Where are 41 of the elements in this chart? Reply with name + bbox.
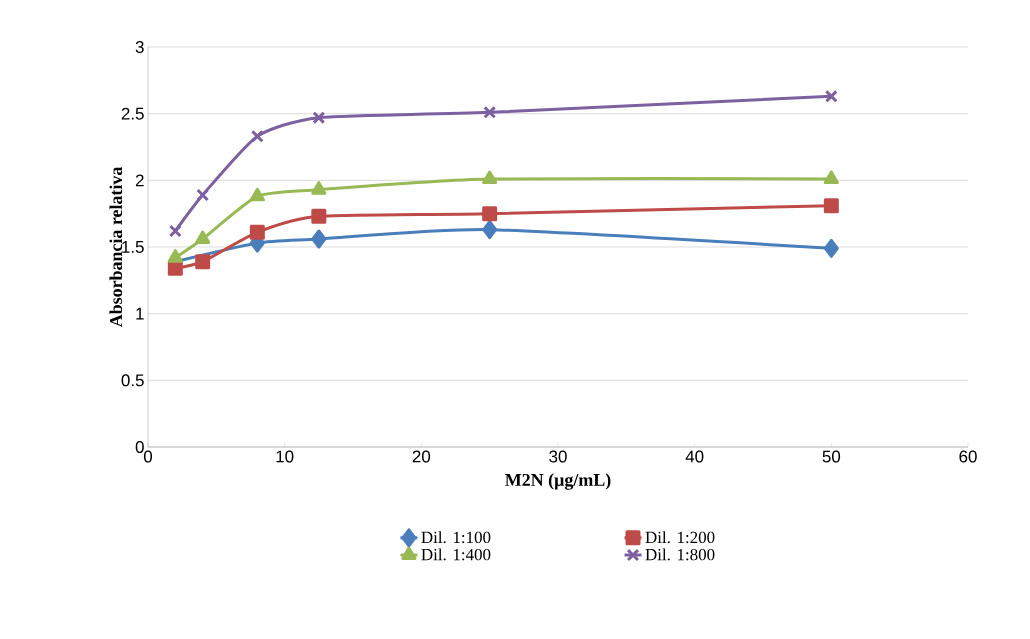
point (195, 230, 211, 244)
legend-label: Dil. 1:200 (645, 531, 715, 544)
y-tick-label: 1.5 (122, 241, 144, 253)
y-tick-label: 0 (135, 441, 144, 453)
point (823, 170, 839, 184)
point (312, 111, 326, 125)
y-axis-title: Absorbancia relativa (109, 166, 123, 328)
legend-label: Dil. 1:100 (421, 531, 491, 544)
y-tick-label: 0.5 (121, 374, 144, 387)
point (250, 129, 264, 143)
y-tick-label: 1 (136, 307, 144, 320)
point (823, 238, 839, 258)
point (311, 229, 327, 249)
point (823, 198, 839, 214)
y-tick-label: 3 (135, 41, 144, 53)
point (249, 187, 265, 202)
x-tick-label: 0 (143, 450, 153, 463)
point (195, 254, 211, 270)
point (167, 249, 183, 263)
point (482, 170, 498, 184)
x-tick-label: 60 (959, 450, 977, 463)
point (483, 105, 497, 119)
point (167, 260, 183, 276)
x-tick-label: 50 (822, 450, 841, 463)
point (482, 220, 498, 240)
x-axis-title: M2N (µg/mL) (505, 473, 611, 490)
point (196, 188, 210, 202)
y-tick-label: 2 (135, 174, 144, 187)
point (482, 206, 498, 222)
y-tick-label: 2.5 (121, 107, 144, 120)
legend-label: Dil. 1:400 (421, 548, 491, 561)
point (249, 224, 265, 240)
point (168, 224, 182, 238)
point (311, 208, 327, 224)
x-tick-label: 20 (412, 450, 431, 463)
point (311, 181, 327, 195)
point (824, 89, 838, 103)
legend-label: Dil. 1:800 (645, 548, 715, 561)
x-tick-label: 30 (549, 450, 567, 463)
x-tick-label: 10 (276, 450, 294, 463)
x-tick-label: 40 (685, 450, 704, 463)
